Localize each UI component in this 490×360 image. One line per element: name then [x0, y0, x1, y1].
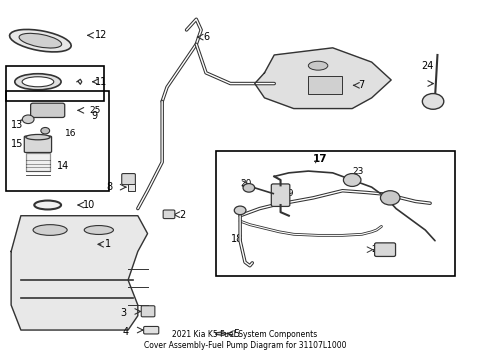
- Text: 16: 16: [65, 129, 76, 138]
- Text: 14: 14: [57, 161, 70, 171]
- Bar: [26, 153, 50, 171]
- Text: 2021 Kia K5 Fuel System Components
Cover Assembly-Fuel Pump Diagram for 31107L10: 2021 Kia K5 Fuel System Components Cover…: [144, 330, 346, 350]
- Circle shape: [380, 191, 400, 205]
- FancyBboxPatch shape: [271, 184, 290, 206]
- Bar: [6, 91, 109, 191]
- Text: 2: 2: [179, 210, 186, 220]
- Text: 9: 9: [92, 111, 98, 121]
- Text: 11: 11: [95, 77, 107, 87]
- Bar: [128, 184, 135, 191]
- FancyBboxPatch shape: [144, 327, 159, 334]
- Circle shape: [422, 94, 444, 109]
- Text: 24: 24: [421, 61, 434, 71]
- Ellipse shape: [22, 77, 54, 87]
- Text: 25: 25: [89, 106, 100, 115]
- Ellipse shape: [33, 225, 67, 235]
- Ellipse shape: [10, 30, 71, 52]
- Bar: [6, 66, 104, 102]
- Ellipse shape: [34, 201, 61, 210]
- FancyBboxPatch shape: [24, 136, 51, 153]
- FancyBboxPatch shape: [374, 243, 395, 256]
- Circle shape: [41, 127, 49, 134]
- Text: 20: 20: [240, 179, 251, 188]
- Circle shape: [343, 174, 361, 186]
- FancyBboxPatch shape: [30, 103, 65, 117]
- Polygon shape: [216, 332, 226, 336]
- Text: 19: 19: [283, 189, 294, 198]
- Text: 5: 5: [233, 329, 239, 339]
- Text: 17: 17: [313, 154, 328, 163]
- FancyBboxPatch shape: [141, 306, 155, 317]
- Text: 15: 15: [11, 139, 24, 149]
- FancyBboxPatch shape: [122, 174, 135, 185]
- Ellipse shape: [15, 74, 61, 90]
- Ellipse shape: [308, 61, 328, 70]
- Text: 10: 10: [83, 200, 96, 210]
- Text: 23: 23: [352, 167, 364, 176]
- Text: 12: 12: [95, 30, 107, 40]
- Ellipse shape: [84, 226, 114, 234]
- Text: 21: 21: [381, 192, 393, 201]
- Text: 3: 3: [121, 308, 127, 318]
- Polygon shape: [11, 216, 147, 330]
- Bar: [216, 152, 455, 276]
- Text: 8: 8: [106, 182, 112, 192]
- Text: 1: 1: [105, 239, 111, 249]
- Circle shape: [243, 184, 255, 192]
- Polygon shape: [255, 48, 391, 109]
- Text: 6: 6: [203, 32, 210, 42]
- Text: 22: 22: [372, 245, 383, 254]
- Ellipse shape: [26, 134, 50, 140]
- FancyBboxPatch shape: [163, 210, 175, 219]
- Circle shape: [234, 206, 246, 215]
- Text: 7: 7: [359, 80, 365, 90]
- Text: 4: 4: [122, 327, 128, 337]
- Text: 18: 18: [231, 234, 244, 244]
- Ellipse shape: [19, 33, 62, 48]
- Circle shape: [23, 115, 34, 123]
- Bar: [308, 76, 343, 94]
- Text: 13: 13: [11, 120, 24, 130]
